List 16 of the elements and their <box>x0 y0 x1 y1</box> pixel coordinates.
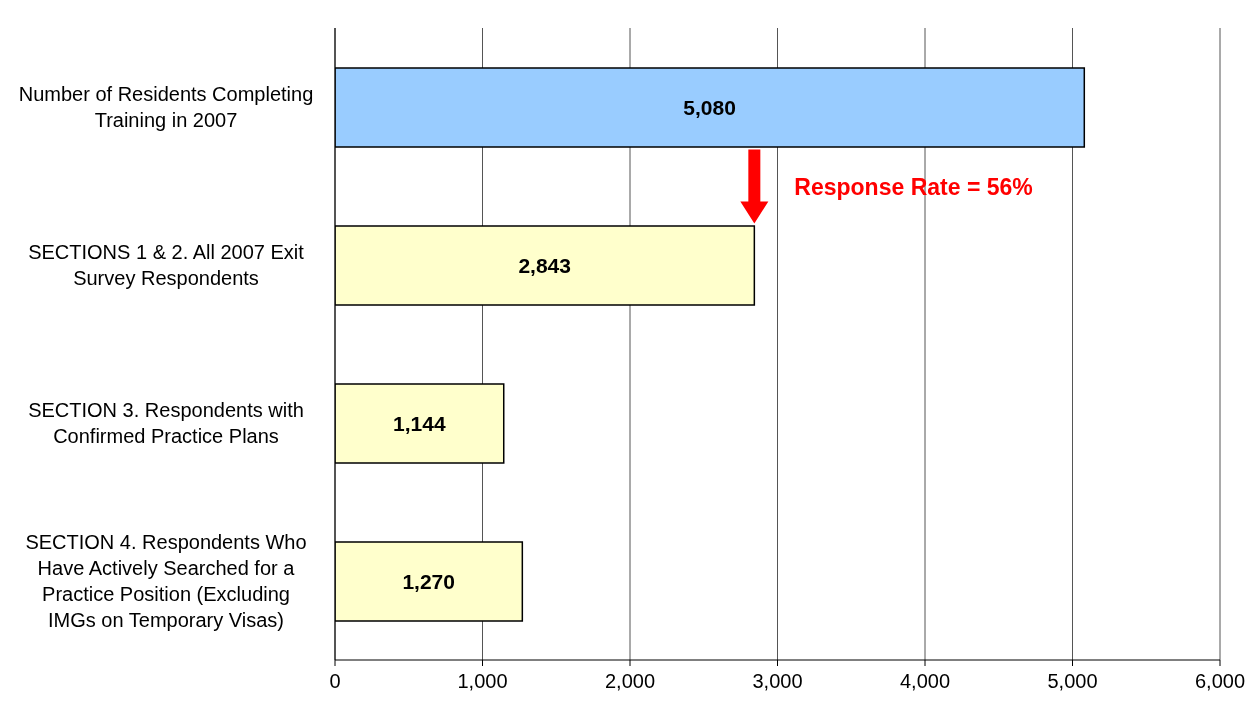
data-label: 5,080 <box>683 95 736 119</box>
x-tick-label: 2,000 <box>604 670 656 693</box>
x-tick-label: 3,000 <box>752 670 803 693</box>
x-tick-label: 5,000 <box>1047 670 1098 693</box>
x-tick-label: 1,000 <box>457 670 508 693</box>
data-label: 2,843 <box>518 253 571 277</box>
x-tick-label: 0 <box>329 670 341 693</box>
y-tick-label: Number of Residents Completing Training in 2007 <box>18 83 314 131</box>
y-tick-label: SECTIONS 1 & 2. All 2007 Exit Survey Respondents <box>28 241 305 289</box>
y-tick-label: SECTION 4. Respondents Who Have Actively Searched for a Practice Position (Excluding IMGs on Temporary Visas) <box>25 531 307 631</box>
annotation: Response Rate = 56% <box>794 173 1033 200</box>
data-label: 1,270 <box>402 569 455 593</box>
data-label: 1,144 <box>393 411 446 435</box>
x-tick-label: 6,000 <box>1194 670 1246 693</box>
y-tick-label: SECTION 3. Respondents with Confirmed Practice Plans <box>28 399 304 447</box>
x-tick-label: 4,000 <box>899 670 951 693</box>
